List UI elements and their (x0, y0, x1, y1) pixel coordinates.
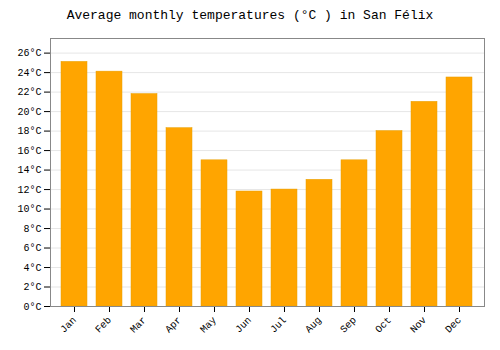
svg-text:24°C: 24°C (17, 68, 41, 79)
svg-text:26°C: 26°C (17, 48, 41, 59)
html-text:Average monthly temperatures (: Average monthly temperatures (°C ) in Sa… (66, 8, 434, 23)
svg-text:Jun: Jun (233, 315, 254, 336)
svg-text:16°C: 16°C (17, 146, 41, 157)
svg-text:Aug: Aug (303, 315, 324, 336)
svg-text:22°C: 22°C (17, 87, 41, 98)
svg-text:20°C: 20°C (17, 107, 41, 118)
svg-text:Oct: Oct (373, 315, 394, 336)
svg-text:Jan: Jan (58, 315, 79, 336)
svg-text:12°C: 12°C (17, 185, 41, 196)
svg-text:4°C: 4°C (23, 263, 41, 274)
svg-text:Dec: Dec (443, 315, 464, 336)
svg-text:Jul: Jul (268, 315, 289, 336)
svg-text:10°C: 10°C (17, 204, 41, 215)
svg-text:Sep: Sep (338, 315, 359, 336)
svg-text:Apr: Apr (163, 315, 184, 336)
svg-text:Mar: Mar (128, 315, 149, 336)
svg-text:May: May (198, 315, 219, 336)
svg-text:18°C: 18°C (17, 126, 41, 137)
svg-text:6°C: 6°C (23, 243, 41, 254)
svg-text:8°C: 8°C (23, 224, 41, 235)
svg-text:Nov: Nov (408, 315, 429, 336)
svg-text:0°C: 0°C (23, 302, 41, 313)
svg-text:14°C: 14°C (17, 165, 41, 176)
svg-text:2°C: 2°C (23, 282, 41, 293)
svg-text:Feb: Feb (93, 315, 114, 336)
